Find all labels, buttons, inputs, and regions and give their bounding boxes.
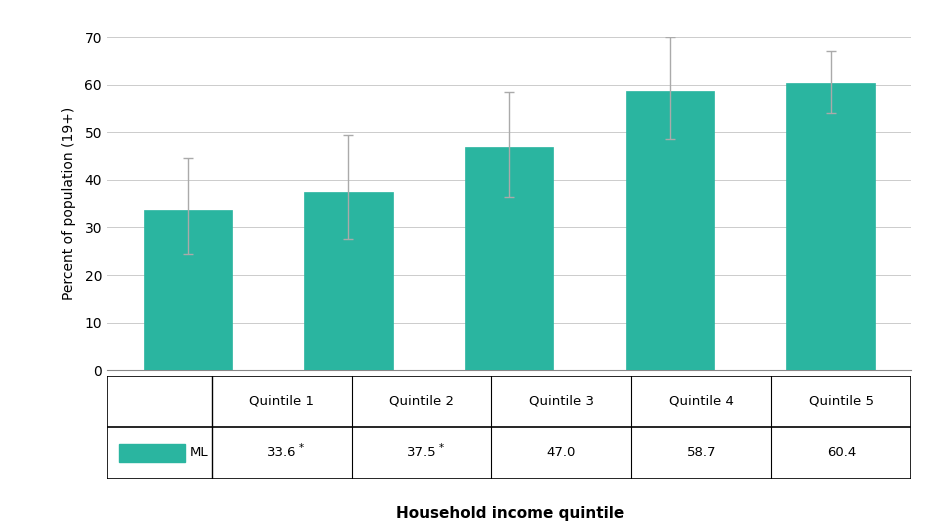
Text: Quintile 4: Quintile 4: [669, 395, 734, 408]
Text: Quintile 2: Quintile 2: [389, 395, 454, 408]
FancyBboxPatch shape: [107, 376, 911, 479]
Text: 47.0: 47.0: [547, 446, 577, 460]
Text: *: *: [299, 443, 303, 453]
Text: Quintile 5: Quintile 5: [809, 395, 874, 408]
Bar: [119, 444, 185, 462]
Bar: [626, 91, 714, 370]
Text: 58.7: 58.7: [686, 446, 716, 460]
Text: 33.6: 33.6: [267, 446, 297, 460]
Text: ML: ML: [190, 446, 208, 460]
Bar: [143, 211, 232, 370]
Bar: [465, 147, 553, 370]
Text: Quintile 1: Quintile 1: [249, 395, 314, 408]
Bar: [304, 192, 392, 370]
Y-axis label: Percent of population (19+): Percent of population (19+): [62, 107, 76, 300]
Text: Quintile 3: Quintile 3: [529, 395, 594, 408]
Text: Household income quintile: Household income quintile: [395, 506, 624, 521]
Bar: [787, 83, 875, 370]
Text: *: *: [438, 443, 444, 453]
Text: 37.5: 37.5: [406, 446, 436, 460]
Text: 60.4: 60.4: [827, 446, 856, 460]
